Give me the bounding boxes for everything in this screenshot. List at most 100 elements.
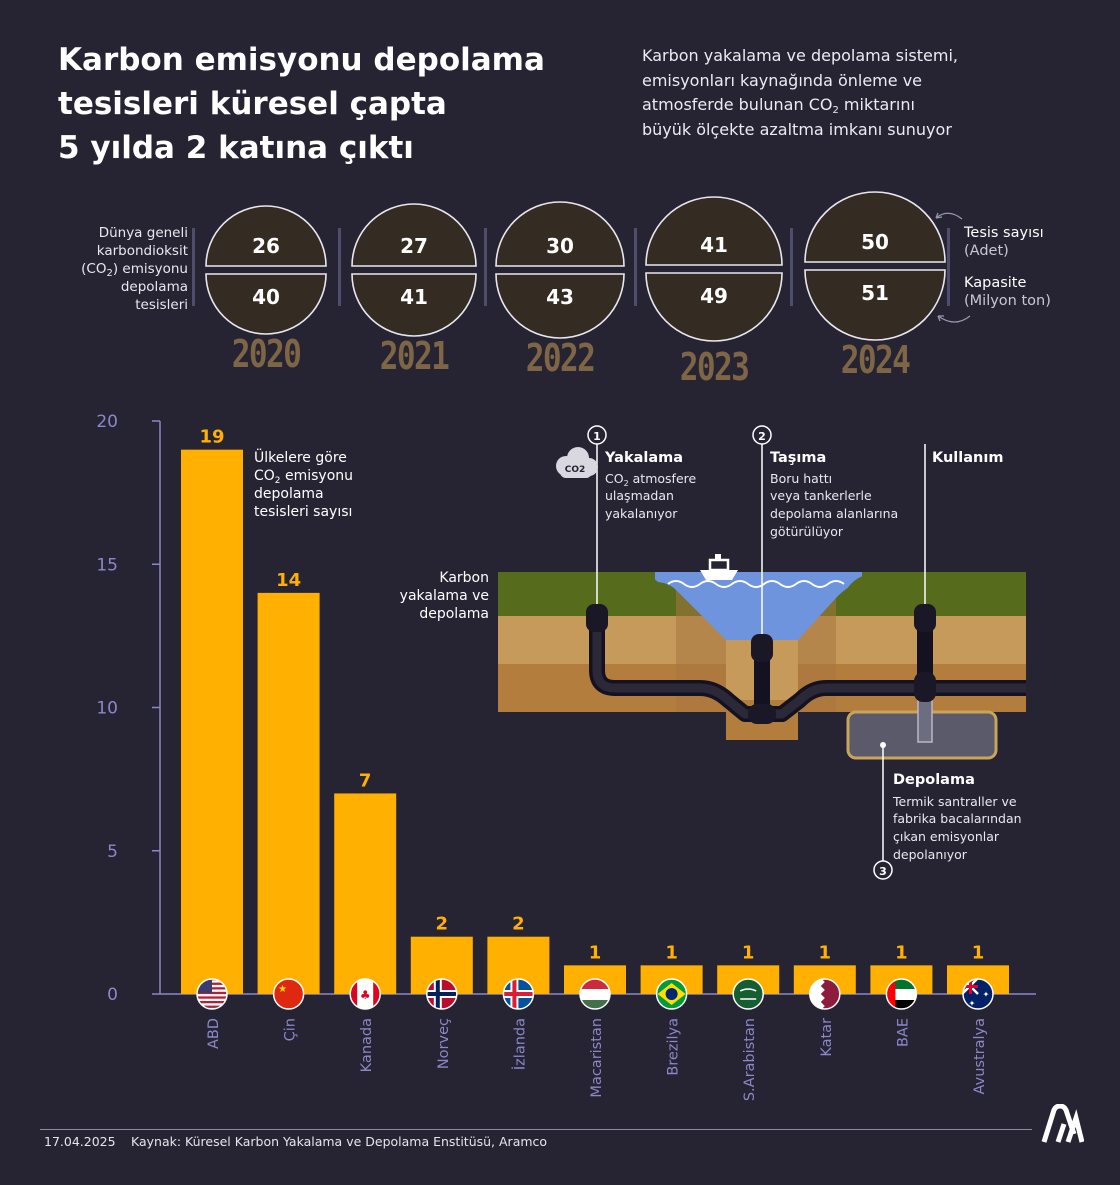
globe-top-half [205,205,327,267]
flag-star: ✦ [969,999,976,1008]
flag-body: ♣ [350,979,381,1009]
step-2-desc: veya tankerlerle [770,488,872,503]
flag-band [580,1000,610,1009]
flag-icon: ★ [272,978,305,1010]
capacity-value: 40 [252,285,280,309]
globe-bottom-half [205,273,327,335]
aa-logo-icon [1041,1104,1084,1143]
subtitle: Karbon yakalama ve depolama sistemi, emi… [642,44,1082,142]
legend-capacity-title: Kapasite [964,275,1027,291]
subtitle-line-4: büyük ölçekte azaltma imkanı sunuyor [642,119,952,139]
basin-soil [676,590,836,740]
flag-leaf: ♣ [360,988,371,1002]
facility-count: 26 [252,234,280,258]
flag-union-cross [969,979,972,994]
hill-right [842,572,1026,616]
flag-icon [885,978,918,1010]
transport-valve [751,634,773,662]
flag-stripe [197,996,227,999]
flag-cross-h-inner [426,992,457,996]
flag-body [580,979,610,1009]
flag-bg [273,979,304,1009]
x-tick-label: S.Arabistan [742,1018,758,1101]
flag-cross-h-inner [503,992,534,996]
y-tick-label: 15 [96,555,118,575]
bar-chart: 0 5 10 15 20 19 ABD 14 ★ Çin 7 ♣ Kanada 2 Norveç 2 İzla… [96,412,1036,1101]
flag-script [739,988,757,992]
wave-line [667,580,845,588]
flag-stripe [197,1001,227,1004]
separator [484,228,487,306]
capacity-value: 51 [861,281,889,305]
flag-body: ★ [273,979,304,1009]
use-valve-lower [914,672,936,702]
separator [338,228,341,306]
bar-value-label: 2 [512,914,525,935]
flag-band [580,979,610,989]
year-label: 2022 [525,336,596,380]
ship-icon [700,554,738,580]
step-3-title: Depolama [893,772,975,788]
step-2-number: 2 [758,430,766,443]
x-tick-label: BAE [895,1018,911,1047]
capacity-value: 41 [400,285,428,309]
flag-ring [962,978,994,1010]
subtitle-line-3: atmosferde bulunan CO2 miktarını [642,93,1082,118]
flag-body [503,979,534,1009]
chart-title: Ülkelere göre CO2 emisyonu depolama tesi… [254,448,353,520]
bar-value-label: 1 [589,942,602,963]
step-1-title: Yakalama [604,450,683,466]
chart-title-line: tesisleri sayısı [254,504,352,520]
globe-bottom-half [351,273,477,337]
arrow-curve-icon [937,315,971,323]
globe-top-half [645,196,783,266]
flag-globe [665,988,678,1000]
x-tick-label: Norveç [436,1018,452,1069]
step-3-desc: fabrika bacalarından [893,811,1022,826]
world-label-line: Dünya geneli [98,225,188,241]
x-tick-label: Kanada [359,1018,375,1072]
globe-bottom-half [645,272,783,342]
y-tick-label: 5 [107,842,118,862]
flag-hoist [886,979,896,1009]
year-label: 2021 [379,334,450,378]
globe-top-half [804,191,946,263]
arrow-head-icon [937,315,944,322]
hill-left [498,572,668,616]
facility-count: 27 [400,234,428,258]
year-globe-2021: 27 41 [351,203,477,337]
flag-body [197,979,227,1009]
y-tick-label: 10 [96,699,118,719]
flag-icon [579,978,611,1010]
bar-value-label: 1 [895,942,908,963]
separator [192,228,195,306]
subtitle-line-2: emisyonları kaynağında önleme ve [642,70,923,90]
flag-bg [733,979,764,1009]
flag-cross-v-inner [435,979,440,1009]
step-1-marker [587,425,607,445]
step-1-desc: ulaşmadan [605,488,674,503]
flag-band [886,979,917,989]
globe-panel: 26 40 27 41 30 43 41 49 50 51 [205,191,971,342]
step-1-number: 1 [593,430,601,443]
chart-title-line: CO2 emisyonu [254,468,353,486]
flag-body: ✦✦ [963,979,993,1009]
use-valve [914,604,936,632]
pipe-joint [748,704,776,724]
title-line-2: tesisleri küresel çapta [58,86,447,122]
title-line-1: Karbon emisyonu depolama [58,42,545,78]
water [655,572,862,640]
bar-value-label: 2 [436,914,449,935]
year-label: 2024 [840,338,911,382]
bar-Çin [257,592,320,994]
flag-ring [732,978,764,1010]
ccs-illustration: 1 2 3 CO2 Yakalama CO2 atmosfere ulaşmad… [400,425,1026,880]
step-2-desc: depolama alanlarına [770,506,898,521]
globe-legend: Tesis sayısı (Adet) Kapasite (Milyon ton… [964,224,1051,310]
separator [790,228,793,306]
bar-Kanada [334,793,397,994]
pipeline-inner [592,622,1026,719]
step-2-desc: Boru hattı [770,471,832,486]
world-label-line: depolama [120,279,188,295]
flag-body [733,979,764,1009]
